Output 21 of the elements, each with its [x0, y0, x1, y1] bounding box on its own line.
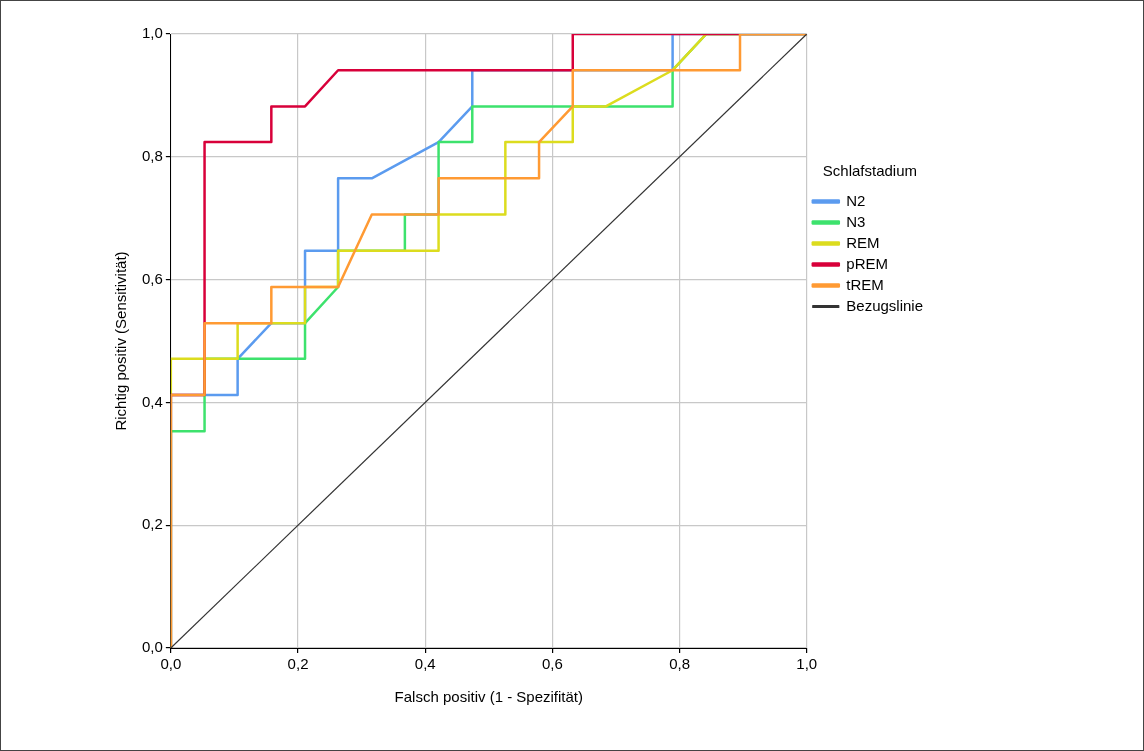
y-tick-label: 1,0 [141, 24, 163, 42]
y-tick-label: 0,4 [141, 392, 163, 410]
legend-label: REM [846, 233, 880, 251]
legend-label: Bezugslinie [846, 296, 923, 314]
x-tick-label: 1,0 [796, 655, 818, 673]
x-tick-label: 0,0 [160, 655, 182, 673]
legend-label: N2 [846, 191, 866, 209]
x-axis-title: Falsch positiv (1 - Spezifität) [394, 688, 584, 706]
y-tick-label: 0,0 [141, 638, 163, 656]
legend-label: tREM [846, 275, 884, 293]
legend-title: Schlafstadium [822, 161, 917, 179]
x-tick-label: 0,2 [287, 655, 309, 673]
x-tick-label: 0,8 [669, 655, 691, 673]
legend-label: pREM [846, 254, 888, 272]
y-tick-label: 0,8 [141, 146, 163, 164]
y-tick-label: 0,6 [141, 269, 163, 287]
y-tick-label: 0,2 [141, 515, 163, 533]
x-tick-label: 0,6 [541, 655, 563, 673]
x-tick-label: 0,4 [414, 655, 436, 673]
legend-label: N3 [846, 212, 866, 230]
y-axis-title: Richtig positiv (Sensitivität) [112, 251, 130, 431]
